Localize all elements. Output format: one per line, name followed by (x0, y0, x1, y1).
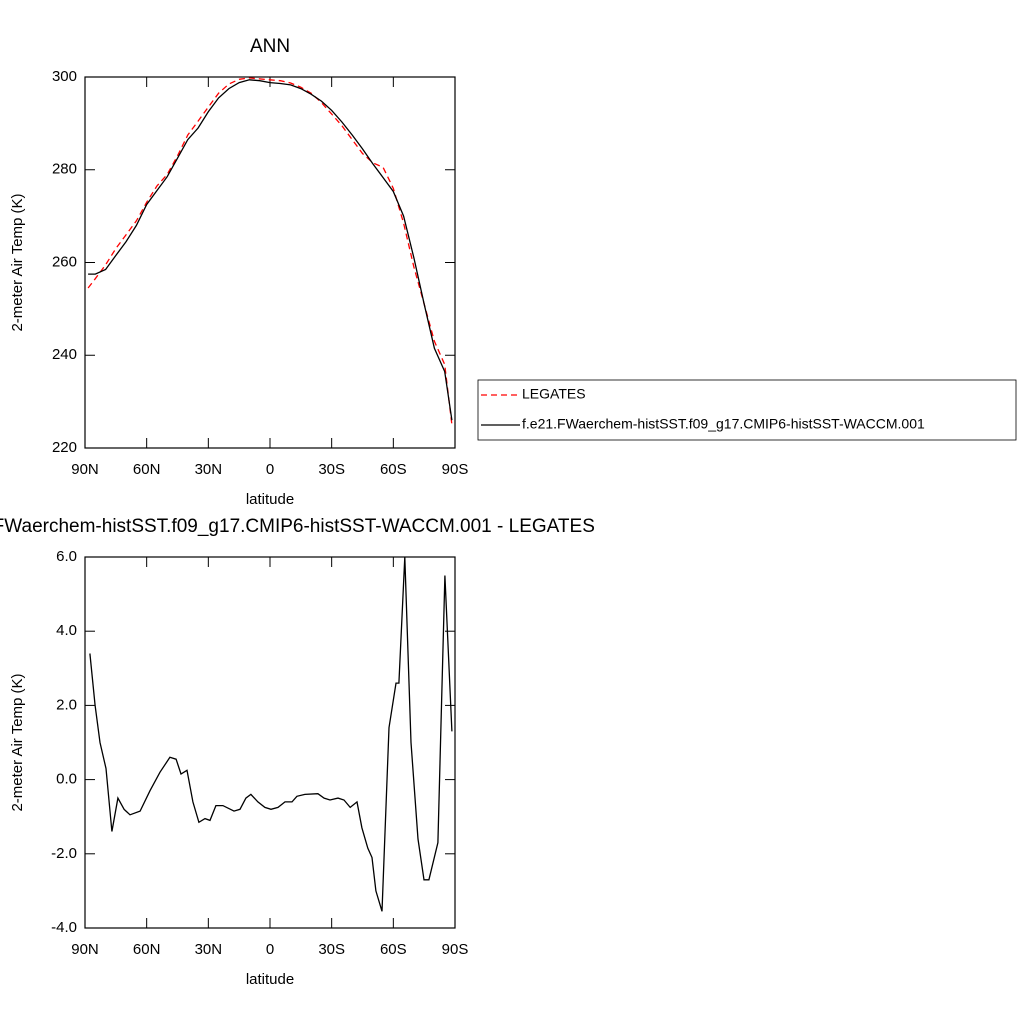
y-tick-label: 300 (52, 68, 77, 85)
data-line (88, 79, 453, 421)
x-tick-label: 0 (266, 461, 274, 478)
x-tick-label: 0 (266, 941, 274, 958)
y-tick-label: 280 (52, 161, 77, 178)
y-axis-label: 2-meter Air Temp (K) (9, 673, 26, 811)
x-tick-label: 90S (442, 941, 469, 958)
chart-title: f.e21.FWaerchem-histSST.f09_g17.CMIP6-hi… (0, 516, 595, 537)
y-tick-label: 6.0 (56, 548, 77, 565)
legend-box (477, 379, 1017, 441)
y-tick-label: 220 (52, 439, 77, 456)
x-tick-label: 60S (380, 461, 407, 478)
y-tick-label: 240 (52, 346, 77, 363)
x-tick-label: 30N (195, 941, 223, 958)
x-tick-label: 30S (318, 941, 345, 958)
data-line (89, 556, 453, 912)
x-tick-label: 90S (442, 461, 469, 478)
legend-label: LEGATES (522, 386, 586, 402)
x-axis-label: latitude (246, 971, 294, 988)
y-tick-label: -4.0 (51, 919, 77, 936)
plot-frame (84, 76, 456, 449)
x-tick-label: 90N (71, 941, 99, 958)
y-tick-label: -2.0 (51, 845, 77, 862)
chart-title: ANN (250, 36, 290, 57)
x-tick-label: 30S (318, 461, 345, 478)
x-tick-label: 90N (71, 461, 99, 478)
x-axis-label: latitude (246, 491, 294, 508)
plot-frame (84, 556, 456, 929)
x-tick-label: 60N (133, 941, 161, 958)
y-axis-label: 2-meter Air Temp (K) (9, 193, 26, 331)
x-tick-label: 30N (195, 461, 223, 478)
y-tick-label: 0.0 (56, 771, 77, 788)
x-tick-label: 60N (133, 461, 161, 478)
x-tick-label: 60S (380, 941, 407, 958)
y-tick-label: 260 (52, 253, 77, 270)
data-line (87, 77, 453, 425)
y-tick-label: 2.0 (56, 696, 77, 713)
y-tick-label: 4.0 (56, 622, 77, 639)
legend-label: f.e21.FWaerchem-histSST.f09_g17.CMIP6-hi… (522, 416, 925, 432)
